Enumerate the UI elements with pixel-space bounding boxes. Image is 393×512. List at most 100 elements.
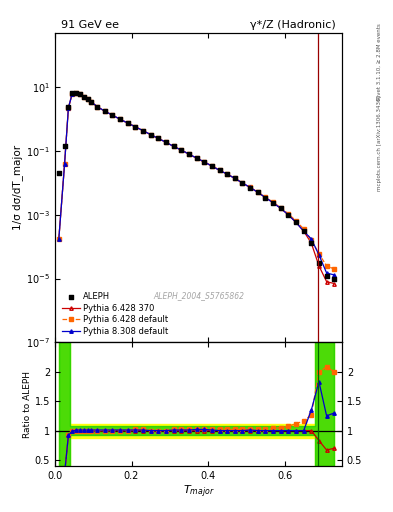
Pythia 6.428 370 [294,219,298,225]
ALEPH [109,111,116,119]
ALEPH [125,119,131,127]
Pythia 6.428 default [118,116,122,122]
ALEPH [262,194,268,202]
Pythia 6.428 default [317,251,321,257]
Pythia 6.428 default [74,90,79,96]
Legend: ALEPH, Pythia 6.428 370, Pythia 6.428 default, Pythia 8.308 default: ALEPH, Pythia 6.428 370, Pythia 6.428 de… [59,290,171,338]
Pythia 6.428 default [57,236,61,242]
Pythia 6.428 default [156,135,161,141]
Pythia 8.308 default [286,212,291,218]
Pythia 8.308 default [85,96,90,102]
Pythia 8.308 default [240,180,245,186]
ALEPH [61,141,68,150]
ALEPH [285,211,292,219]
Pythia 6.428 default [301,226,306,232]
ALEPH [270,199,276,207]
Pythia 6.428 370 [225,171,230,177]
Y-axis label: 1/σ dσ/dT_major: 1/σ dσ/dT_major [13,145,24,230]
Pythia 6.428 default [141,127,145,134]
ALEPH [84,95,91,103]
Pythia 6.428 370 [317,263,321,269]
Pythia 6.428 default [89,99,94,105]
Pythia 8.308 default [301,228,306,234]
Line: Pythia 6.428 default: Pythia 6.428 default [57,91,336,271]
Pythia 6.428 default [70,91,75,97]
Pythia 8.308 default [278,205,283,211]
Pythia 8.308 default [89,99,94,105]
Text: 91 GeV ee: 91 GeV ee [61,20,119,30]
Pythia 6.428 default [209,163,214,169]
Pythia 6.428 370 [263,195,268,201]
ALEPH [178,146,184,154]
Pythia 6.428 default [217,167,222,173]
Pythia 6.428 default [309,237,314,243]
ALEPH [255,188,261,197]
Pythia 6.428 default [179,147,184,153]
ALEPH [117,115,123,123]
Text: γ*/Z (Hadronic): γ*/Z (Hadronic) [250,20,336,30]
Pythia 6.428 default [278,205,283,211]
ALEPH [308,239,314,247]
Pythia 6.428 370 [148,132,153,138]
Pythia 6.428 370 [286,212,291,218]
Pythia 8.308 default [263,195,268,201]
Pythia 6.428 370 [118,116,122,122]
ALEPH [163,138,169,146]
ALEPH [301,227,307,235]
ALEPH [155,134,162,142]
Pythia 6.428 default [163,139,168,145]
ALEPH [88,98,94,106]
Pythia 6.428 default [271,199,275,205]
ALEPH [73,89,79,97]
Pythia 8.308 default [271,200,275,206]
Pythia 6.428 370 [62,161,67,167]
Text: mcplots.cern.ch [arXiv:1306.3436]: mcplots.cern.ch [arXiv:1306.3436] [377,96,382,191]
Pythia 6.428 370 [248,184,252,190]
ALEPH [69,89,75,97]
Pythia 8.308 default [81,94,86,100]
Pythia 6.428 default [324,263,329,269]
ALEPH [77,91,83,99]
Pythia 6.428 370 [217,167,222,174]
ALEPH [81,93,87,101]
Pythia 6.428 default [187,151,191,157]
ALEPH [277,204,284,212]
Pythia 8.308 default [179,147,184,153]
Pythia 8.308 default [255,189,260,196]
Pythia 8.308 default [194,155,199,161]
Pythia 8.308 default [141,127,145,134]
Pythia 8.308 default [225,171,230,177]
Pythia 6.428 370 [271,200,275,206]
Pythia 8.308 default [317,252,321,258]
Pythia 6.428 370 [133,124,138,130]
Pythia 8.308 default [332,272,337,278]
Pythia 6.428 370 [309,240,314,246]
Pythia 6.428 default [202,159,207,165]
Pythia 6.428 370 [74,90,79,96]
ALEPH [132,123,138,131]
Pythia 8.308 default [156,135,161,141]
ALEPH [224,170,230,178]
Pythia 8.308 default [118,116,122,122]
Pythia 6.428 370 [171,143,176,150]
Pythia 6.428 370 [278,205,283,211]
Pythia 6.428 default [286,211,291,217]
Pythia 8.308 default [57,236,61,242]
ALEPH [209,162,215,170]
Pythia 8.308 default [294,219,298,225]
Pythia 6.428 370 [125,120,130,126]
Pythia 6.428 default [263,194,268,200]
ALEPH [147,131,154,139]
Pythia 6.428 default [148,132,153,138]
Pythia 6.428 default [294,218,298,224]
Pythia 6.428 default [240,180,245,186]
Pythia 6.428 default [125,120,130,126]
Pythia 6.428 default [232,175,237,181]
Pythia 8.308 default [148,132,153,138]
Pythia 8.308 default [74,90,79,96]
Pythia 6.428 default [255,189,260,195]
Y-axis label: Ratio to ALEPH: Ratio to ALEPH [23,371,32,438]
ALEPH [316,259,322,267]
Pythia 8.308 default [187,151,191,157]
Pythia 6.428 370 [81,94,86,100]
